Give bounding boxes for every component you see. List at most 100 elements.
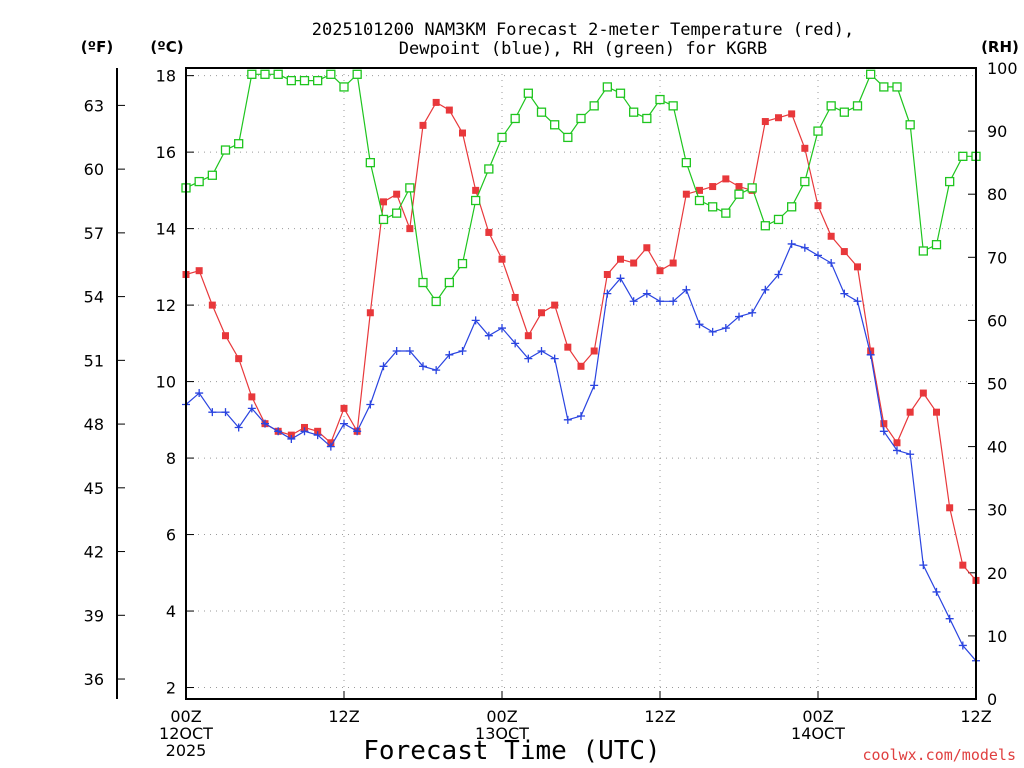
rh-point xyxy=(773,214,784,225)
dewpoint-point xyxy=(669,297,678,306)
x-tick-label: 12OCT xyxy=(159,724,213,743)
2-meter-temperature-point xyxy=(617,255,624,263)
2-meter-temperature-point xyxy=(235,355,243,363)
rh-point xyxy=(405,183,415,193)
rh-point xyxy=(352,69,362,79)
rh-point xyxy=(273,69,283,79)
2-meter-temperature-point xyxy=(880,420,888,428)
rh-point xyxy=(629,107,639,117)
rh-point xyxy=(826,101,836,111)
dewpoint-point xyxy=(261,419,269,428)
dewpoint-point xyxy=(893,446,901,455)
celsius-unit-label: (ºC) xyxy=(150,38,183,56)
fahrenheit-tick-label: 42 xyxy=(84,543,104,562)
fahrenheit-tick-label: 36 xyxy=(84,670,104,689)
2-meter-temperature-point xyxy=(551,301,559,309)
rh-point xyxy=(471,195,481,206)
rh-point xyxy=(418,277,428,288)
dewpoint-point xyxy=(221,408,230,417)
2-meter-temperature-point xyxy=(840,248,848,256)
2-meter-temperature-point xyxy=(696,186,703,194)
2-meter-temperature-point xyxy=(208,301,216,309)
dewpoint-point xyxy=(195,389,204,398)
fahrenheit-tick-label: 51 xyxy=(84,351,104,370)
2-meter-temperature-point xyxy=(801,144,809,152)
2-meter-temperature-point xyxy=(590,347,598,355)
2-meter-temperature-point xyxy=(195,267,203,275)
grid-layer xyxy=(185,68,977,699)
2-meter-temperature-point xyxy=(222,332,229,340)
chart-title-line1: 2025101200 NAM3KM Forecast 2-meter Tempe… xyxy=(312,20,854,40)
celsius-tick-label: 4 xyxy=(166,602,176,621)
rh-point xyxy=(787,202,797,212)
dewpoint-point xyxy=(774,270,783,279)
rh-point xyxy=(563,132,573,143)
rh-point xyxy=(220,145,231,155)
2-meter-temperature-point xyxy=(393,190,401,198)
fahrenheit-unit-label: (ºF) xyxy=(81,38,113,56)
rh-unit-label: (RH) xyxy=(981,38,1019,56)
dewpoint-point xyxy=(405,346,414,355)
celsius-tick-label: 18 xyxy=(156,67,176,86)
rh-point xyxy=(602,82,612,92)
dewpoint-point xyxy=(326,442,335,451)
dewpoint-point xyxy=(524,354,533,363)
fahrenheit-tick-label: 45 xyxy=(84,479,104,498)
dewpoint-point xyxy=(906,450,915,459)
rh-point xyxy=(800,176,810,187)
dewpoint-point xyxy=(656,297,664,306)
celsius-tick-label: 16 xyxy=(156,143,176,162)
2-meter-temperature-point xyxy=(406,225,414,233)
2-meter-temperature-point xyxy=(933,408,940,416)
rh-point xyxy=(655,94,665,105)
dewpoint-point xyxy=(274,427,283,436)
x-tick-label: 00Z xyxy=(486,707,517,726)
x-axis-title: Forecast Time (UTC) xyxy=(363,736,660,766)
rh-tick-label: 80 xyxy=(987,185,1007,204)
2-meter-temperature-point xyxy=(472,186,480,194)
dewpoint-point xyxy=(932,587,941,596)
rh-point xyxy=(852,101,863,111)
dewpoint-point xyxy=(445,350,454,359)
rh-point xyxy=(260,69,270,79)
2-meter-temperature-point xyxy=(919,389,927,397)
dewpoint-point xyxy=(695,320,704,329)
series-layer xyxy=(181,69,981,665)
rh-point xyxy=(866,69,876,79)
2-meter-temperature-point xyxy=(432,98,440,106)
2-meter-temperature-point xyxy=(959,561,967,569)
dewpoint-point xyxy=(366,400,375,409)
dewpoint-line xyxy=(185,243,977,662)
dewpoint-point xyxy=(748,308,757,317)
2-meter-temperature-point xyxy=(511,293,519,301)
rh-point xyxy=(576,113,586,124)
rh-point xyxy=(681,157,691,168)
dewpoint-point xyxy=(945,614,954,623)
fahrenheit-tick-label: 63 xyxy=(84,96,104,115)
x-tick-label: 2025 xyxy=(166,741,207,760)
2-meter-temperature-point xyxy=(340,404,348,412)
2-meter-temperature-point xyxy=(775,114,782,122)
dewpoint-point xyxy=(866,350,875,359)
dewpoint-point xyxy=(590,381,599,390)
rh-point xyxy=(945,176,955,187)
2-meter-temperature-point xyxy=(709,183,717,191)
x-tick-label: 13OCT xyxy=(475,724,529,743)
rh-tick-label: 70 xyxy=(987,248,1007,267)
2-meter-temperature-point xyxy=(380,198,387,206)
rh-point xyxy=(905,120,915,130)
rh-point xyxy=(536,107,547,117)
dewpoint-point xyxy=(340,419,348,428)
rh-point xyxy=(694,195,705,206)
dewpoint-point xyxy=(498,324,506,333)
2-meter-temperature-point xyxy=(682,190,690,198)
dewpoint-point xyxy=(392,346,401,355)
2-meter-temperature-point xyxy=(485,228,493,236)
rh-point xyxy=(892,82,902,92)
rh-point xyxy=(760,221,770,231)
rh-point xyxy=(378,214,389,225)
2-meter-temperature-point xyxy=(854,263,861,271)
fahrenheit-tick-label: 57 xyxy=(84,224,104,243)
dewpoint-point xyxy=(537,346,546,355)
